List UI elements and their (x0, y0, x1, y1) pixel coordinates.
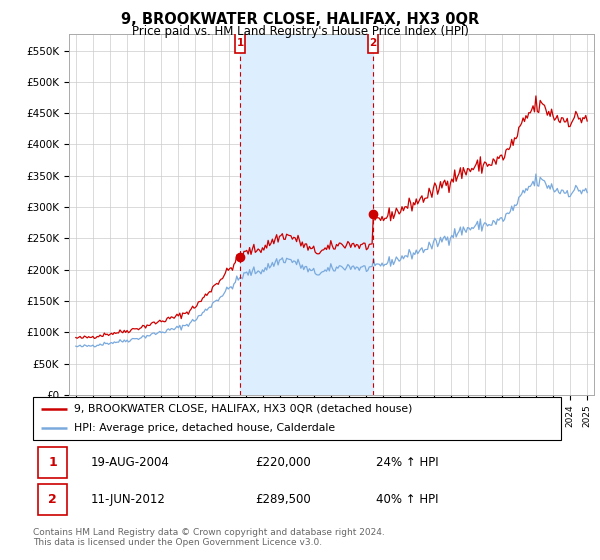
Text: 24% ↑ HPI: 24% ↑ HPI (376, 456, 439, 469)
FancyBboxPatch shape (33, 397, 561, 440)
Text: 2: 2 (370, 38, 377, 48)
Text: Contains HM Land Registry data © Crown copyright and database right 2024.
This d: Contains HM Land Registry data © Crown c… (33, 528, 385, 547)
Text: Price paid vs. HM Land Registry's House Price Index (HPI): Price paid vs. HM Land Registry's House … (131, 25, 469, 38)
Text: 1: 1 (49, 456, 57, 469)
Bar (240, 34, 373, 395)
FancyBboxPatch shape (38, 484, 67, 515)
Text: 19-AUG-2004: 19-AUG-2004 (91, 456, 170, 469)
FancyBboxPatch shape (235, 32, 245, 53)
Text: 2: 2 (49, 493, 57, 506)
Text: 9, BROOKWATER CLOSE, HALIFAX, HX3 0QR: 9, BROOKWATER CLOSE, HALIFAX, HX3 0QR (121, 12, 479, 27)
FancyBboxPatch shape (368, 32, 378, 53)
Text: £220,000: £220,000 (255, 456, 311, 469)
Text: £289,500: £289,500 (255, 493, 311, 506)
Text: 40% ↑ HPI: 40% ↑ HPI (376, 493, 439, 506)
Text: HPI: Average price, detached house, Calderdale: HPI: Average price, detached house, Cald… (74, 423, 335, 433)
FancyBboxPatch shape (38, 447, 67, 478)
Text: 1: 1 (236, 38, 244, 48)
Text: 11-JUN-2012: 11-JUN-2012 (91, 493, 166, 506)
Text: 9, BROOKWATER CLOSE, HALIFAX, HX3 0QR (detached house): 9, BROOKWATER CLOSE, HALIFAX, HX3 0QR (d… (74, 404, 413, 414)
